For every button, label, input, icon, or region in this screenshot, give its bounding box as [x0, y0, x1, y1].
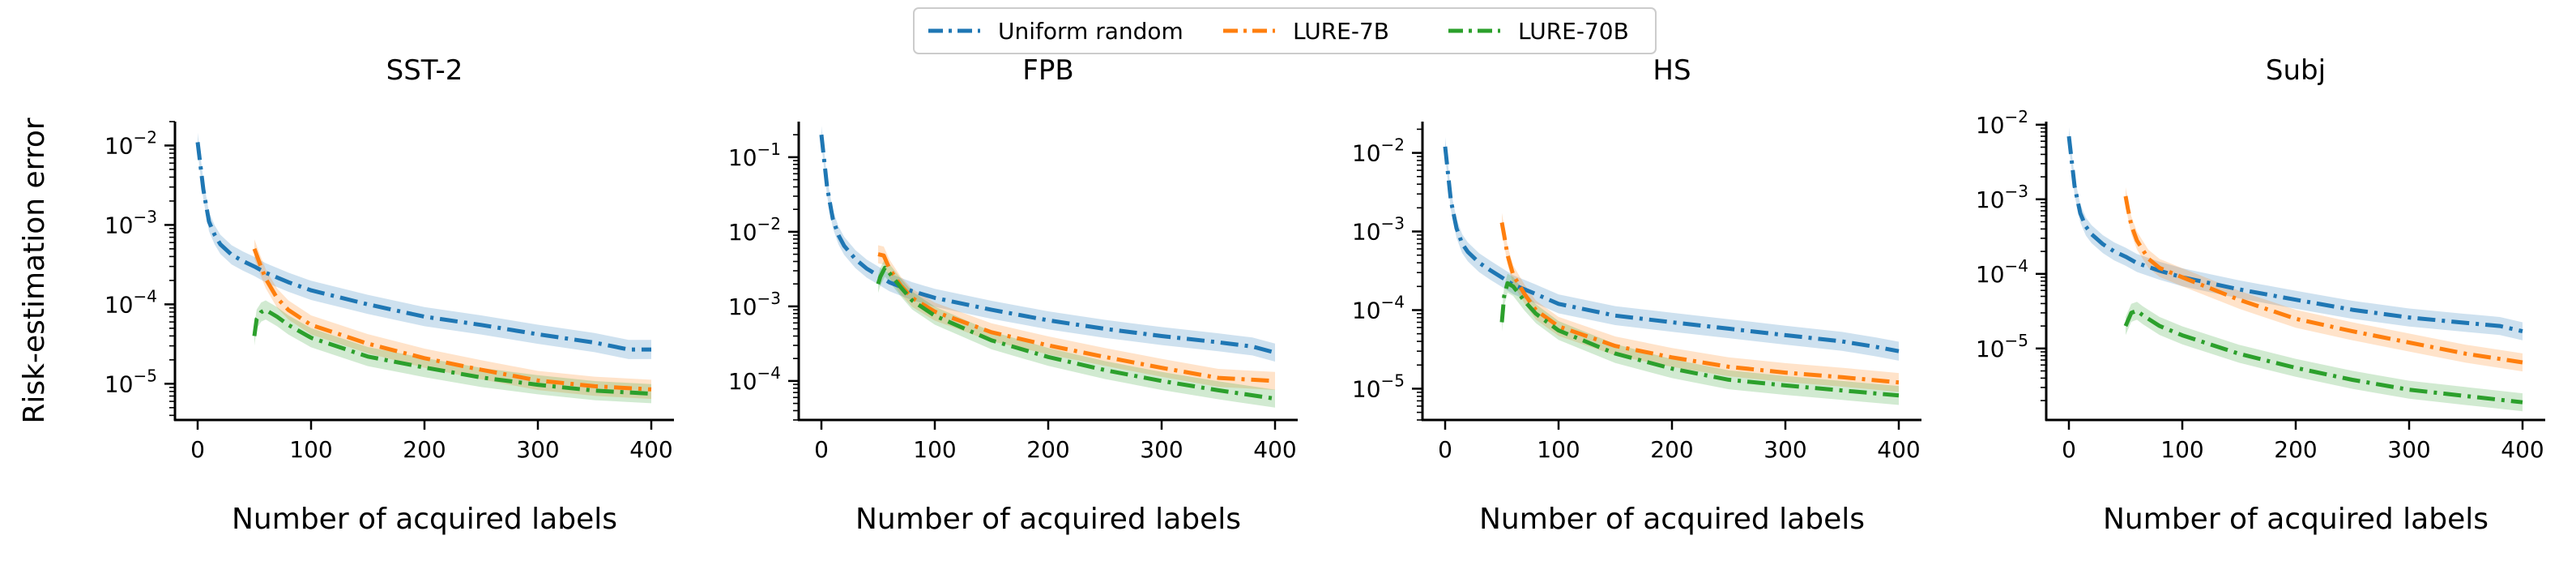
band-uniform-random	[198, 133, 651, 359]
x-tick-label: 400	[1877, 436, 1920, 463]
x-tick-label: 100	[2160, 436, 2203, 463]
x-tick-label: 200	[2274, 436, 2317, 463]
x-axis-label: Number of acquired labels	[1479, 503, 1865, 536]
y-tick-label: 10−3	[1976, 182, 2028, 213]
x-tick-label: 300	[1140, 436, 1183, 463]
y-tick-label: 10−2	[1976, 107, 2028, 139]
y-tick-label: 10−3	[1352, 214, 1405, 246]
y-tick-label: 10−4	[1976, 256, 2028, 288]
panel-title: SST-2	[386, 54, 463, 87]
x-tick-label: 400	[1253, 436, 1296, 463]
panel-sst-2: SST-2 0 100 200 300 400 10−5 10−4 10−3 10−2 Number…	[18, 54, 674, 536]
y-tick-label: 10−4	[1352, 292, 1405, 323]
y-tick-label: 10−2	[104, 127, 157, 159]
x-tick-label: 0	[2062, 436, 2076, 463]
x-tick-label: 200	[403, 436, 446, 463]
x-tick-label: 0	[190, 436, 205, 463]
x-tick-label: 300	[2387, 436, 2430, 463]
x-tick-label: 400	[629, 436, 672, 463]
legend-label-uniform-random: Uniform random	[998, 18, 1184, 45]
panel-title: Subj	[2266, 54, 2326, 87]
panel-title: FPB	[1022, 54, 1073, 87]
y-axis-label: Risk-estimation error	[18, 118, 51, 424]
x-tick-label: 100	[913, 436, 956, 463]
y-tick-label: 10−4	[728, 363, 781, 395]
x-tick-label: 400	[2501, 436, 2544, 463]
y-tick-label: 10−3	[104, 207, 157, 238]
legend-label-lure-70b: LURE-70B	[1518, 18, 1629, 45]
y-tick-label: 10−5	[1352, 371, 1405, 402]
y-tick-label: 10−1	[728, 139, 781, 171]
x-tick-label: 100	[289, 436, 332, 463]
x-tick-label: 200	[1026, 436, 1069, 463]
x-axis-label: Number of acquired labels	[855, 503, 1241, 536]
y-tick-label: 10−5	[104, 366, 157, 397]
y-tick-label: 10−3	[728, 289, 781, 320]
x-tick-label: 300	[1764, 436, 1806, 463]
panel-hs: HS 0 100 200 300 400 10−5 10−4 10−3 10−2 Number of…	[1352, 54, 1921, 536]
x-tick-label: 0	[814, 436, 829, 463]
y-tick-label: 10−5	[1976, 331, 2028, 362]
x-axis-label: Number of acquired labels	[2103, 503, 2489, 536]
x-axis-label: Number of acquired labels	[232, 503, 617, 536]
panel-title: HS	[1653, 54, 1691, 87]
band-uniform-random	[1445, 137, 1899, 361]
legend: Uniform random LURE-7B LURE-70B	[914, 8, 1656, 54]
x-tick-label: 0	[1438, 436, 1452, 463]
band-uniform-random	[821, 126, 1275, 362]
x-tick-label: 200	[1650, 436, 1693, 463]
y-tick-label: 10−2	[728, 214, 781, 246]
y-tick-label: 10−2	[1352, 135, 1405, 167]
x-tick-label: 300	[516, 436, 559, 463]
panel-fpb: FPB 0 100 200 300 400 10−4 10−3 10−2 10−1 Number o…	[728, 54, 1298, 536]
legend-label-lure-7b: LURE-7B	[1293, 18, 1389, 45]
y-tick-label: 10−4	[104, 286, 157, 318]
panel-subj: Subj 0 100 200 300 400 10−5 10−4 10−3 10−2 Number …	[1976, 54, 2545, 536]
x-tick-label: 100	[1537, 436, 1580, 463]
